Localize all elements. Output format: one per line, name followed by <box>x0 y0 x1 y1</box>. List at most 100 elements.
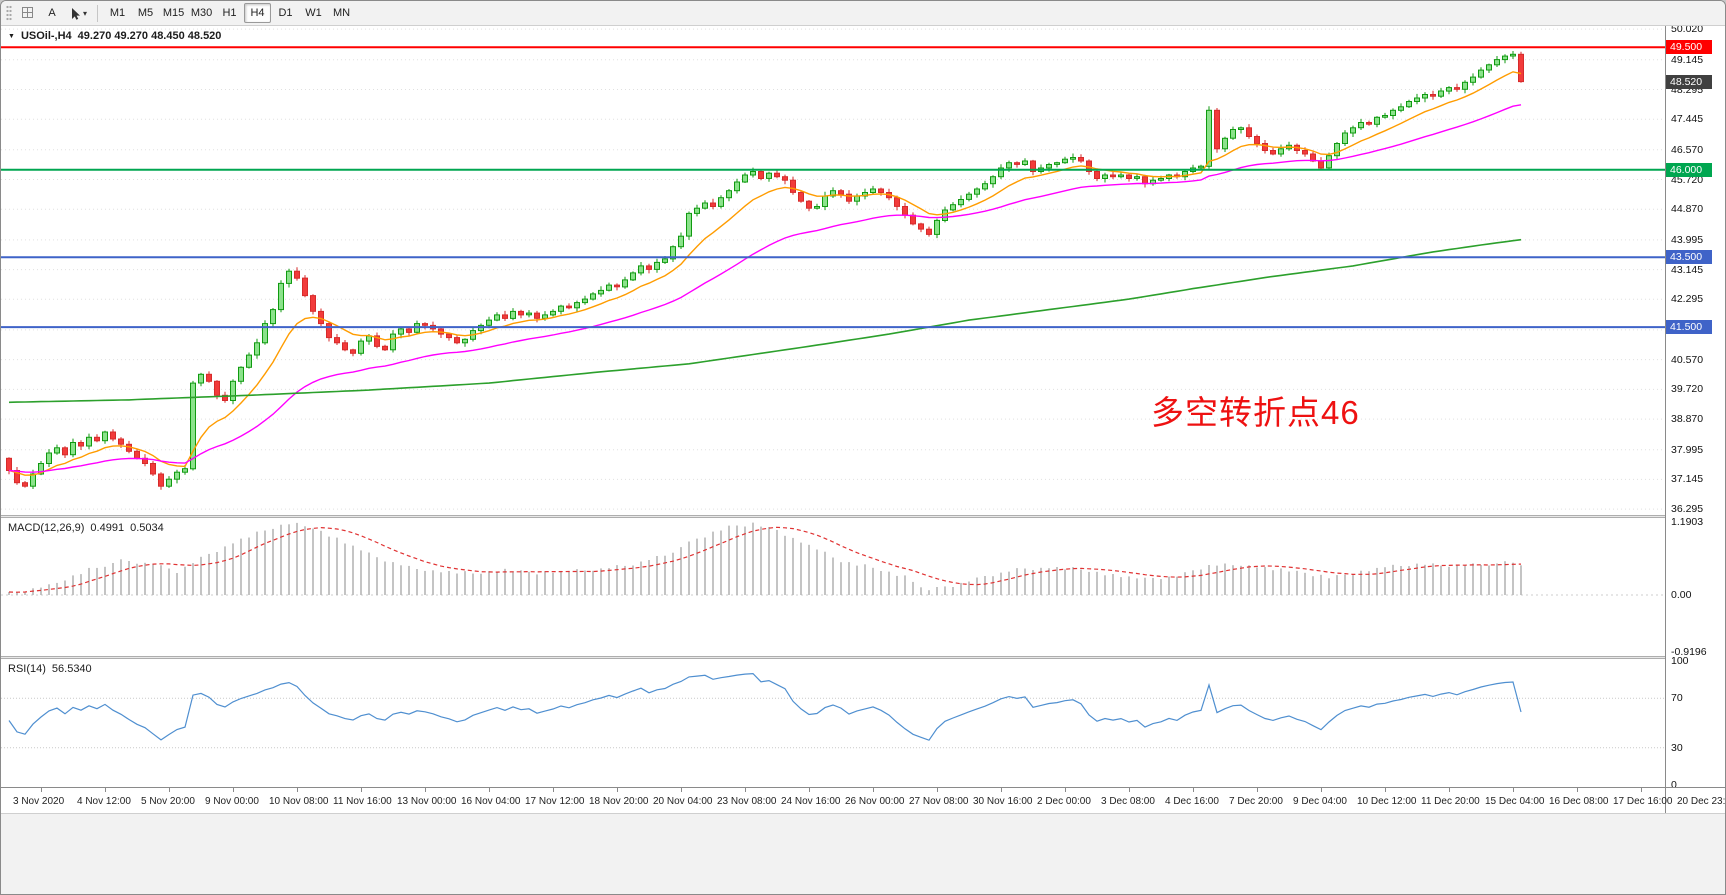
current-price-tag: 48.520 <box>1666 74 1712 89</box>
price-tag-49.500: 49.500 <box>1666 40 1712 55</box>
cursor-tool-button[interactable]: ▾ <box>65 3 91 23</box>
macd-label: MACD(12,26,9) <box>8 522 85 534</box>
price-axis-label: 0 <box>1671 779 1677 791</box>
price-axis-label: 39.720 <box>1671 383 1704 396</box>
price-axis-label: 43.995 <box>1671 233 1704 246</box>
main-chart-panel[interactable]: ▼ USOil-,H4 49.270 49.270 48.450 48.520 … <box>1 26 1665 515</box>
price-axis-label: 49.145 <box>1671 53 1704 66</box>
time-axis-tick <box>361 788 362 792</box>
time-axis-label: 3 Dec 08:00 <box>1101 796 1155 807</box>
time-axis-label: 10 Dec 12:00 <box>1357 796 1417 807</box>
chart-annotation-text[interactable]: 多空转折点46 <box>1151 394 1360 431</box>
time-axis-tick <box>809 788 810 792</box>
price-axis-label: 1.1903 <box>1671 515 1704 528</box>
price-axis-label: 50.020 <box>1671 23 1704 36</box>
timeframe-button-m5[interactable]: M5 <box>137 7 154 19</box>
rsi-panel[interactable]: RSI(14) 56.5340 <box>1 659 1665 787</box>
time-axis-tick <box>1257 788 1258 792</box>
price-axis[interactable]: 50.020 49.145 48.295 47.445 46.570 45.720 44.8… <box>1665 23 1725 813</box>
time-axis-tick <box>489 788 490 792</box>
time-axis-tick <box>937 788 938 792</box>
ohlc-values: 49.270 49.270 48.450 48.520 <box>77 30 222 42</box>
timeframe-button-m1[interactable]: M1 <box>109 7 126 19</box>
toolbar: A ▾ M1 M5 M15 M30 H1 H4 D1 W1 MN <box>1 1 1725 26</box>
time-axis-label: 16 Nov 04:00 <box>461 796 521 807</box>
time-axis-label: 5 Nov 20:00 <box>141 796 195 807</box>
time-axis-tick <box>233 788 234 792</box>
timeframe-button-w1[interactable]: W1 <box>305 7 322 19</box>
price-tag-41.500: 41.500 <box>1666 320 1712 335</box>
time-axis-tick <box>1385 788 1386 792</box>
macd-value-1: 0.4991 <box>90 522 125 534</box>
chevron-down-icon: ▾ <box>83 8 88 18</box>
time-axis-tick <box>41 788 42 792</box>
time-axis-label: 9 Dec 04:00 <box>1293 796 1347 807</box>
price-axis-label: -0.9196 <box>1671 645 1707 658</box>
price-axis-label: 43.145 <box>1671 263 1704 276</box>
panel-separator[interactable] <box>1 656 1725 659</box>
timeframe-button-h4[interactable]: H4 <box>244 3 272 23</box>
time-axis-label: 15 Dec 04:00 <box>1485 796 1545 807</box>
price-axis-label: 30 <box>1671 741 1683 754</box>
rsi-canvas[interactable] <box>1 659 1665 787</box>
macd-value-2: 0.5034 <box>130 522 164 534</box>
macd-title: MACD(12,26,9) 0.4991 0.5034 <box>8 522 164 534</box>
price-axis-label: 47.445 <box>1671 113 1704 126</box>
time-axis-label: 10 Nov 08:00 <box>269 796 329 807</box>
grid-icon <box>22 7 33 18</box>
time-axis[interactable]: 3 Nov 2020 4 Nov 12:00 5 Nov 20:00 9 Nov 00… <box>1 787 1725 813</box>
price-axis-label: 36.295 <box>1671 503 1704 516</box>
time-axis-label: 17 Nov 12:00 <box>525 796 585 807</box>
time-axis-tick <box>745 788 746 792</box>
time-axis-label: 11 Dec 20:00 <box>1421 796 1480 807</box>
timeframe-button-d1[interactable]: D1 <box>278 7 293 19</box>
price-axis-label: 70 <box>1671 692 1683 705</box>
time-axis-label: 17 Dec 16:00 <box>1613 796 1673 807</box>
time-axis-tick <box>553 788 554 792</box>
price-tag-46.000: 46.000 <box>1666 162 1712 177</box>
time-axis-tick <box>1001 788 1002 792</box>
price-axis-label: 37.145 <box>1671 473 1704 486</box>
time-axis-tick <box>1193 788 1194 792</box>
price-tag-43.500: 43.500 <box>1666 250 1712 265</box>
time-axis-tick <box>105 788 106 792</box>
timeframe-button-m15[interactable]: M15 <box>162 7 185 19</box>
rsi-title: RSI(14) 56.5340 <box>8 663 92 675</box>
rsi-label: RSI(14) <box>8 663 46 675</box>
time-axis-tick <box>1321 788 1322 792</box>
symbol-period-label: USOil-,H4 <box>20 30 72 42</box>
time-axis-label: 26 Nov 00:00 <box>845 796 905 807</box>
time-axis-label: 4 Dec 16:00 <box>1165 796 1219 807</box>
main-chart-canvas[interactable] <box>1 26 1665 515</box>
cursor-icon <box>72 7 80 20</box>
price-axis-label: 44.870 <box>1671 203 1704 216</box>
time-axis-label: 4 Nov 12:00 <box>77 796 131 807</box>
symbol-dropdown-icon[interactable]: ▼ <box>8 33 15 40</box>
time-axis-tick <box>617 788 618 792</box>
chart-title: ▼ USOil-,H4 49.270 49.270 48.450 48.520 <box>8 30 221 42</box>
price-axis-label: 42.295 <box>1671 293 1704 306</box>
time-axis-tick <box>681 788 682 792</box>
macd-canvas[interactable] <box>1 518 1665 656</box>
timeframe-toolbar: M1 M5 M15 M30 H1 H4 D1 W1 MN <box>104 3 355 23</box>
toolbar-separator <box>97 4 99 22</box>
time-axis-label: 27 Nov 08:00 <box>909 796 969 807</box>
time-axis-tick <box>297 788 298 792</box>
price-axis-label: 38.870 <box>1671 413 1704 426</box>
timeframe-button-mn[interactable]: MN <box>332 7 351 19</box>
time-axis-label: 7 Dec 20:00 <box>1229 796 1283 807</box>
price-axis-label: 100 <box>1671 655 1689 667</box>
price-axis-label: 40.570 <box>1671 353 1704 366</box>
time-axis-label: 18 Nov 20:00 <box>589 796 649 807</box>
macd-panel[interactable]: MACD(12,26,9) 0.4991 0.5034 <box>1 518 1665 656</box>
timeframe-button-h1[interactable]: H1 <box>222 7 237 19</box>
panel-separator[interactable] <box>1 515 1725 518</box>
toolbar-grip[interactable] <box>6 5 12 21</box>
text-annotation-button[interactable]: A <box>41 3 63 23</box>
time-axis-tick <box>1449 788 1450 792</box>
price-axis-label: 0.00 <box>1671 589 1692 601</box>
time-axis-tick <box>1065 788 1066 792</box>
windows-grid-button[interactable] <box>17 3 39 23</box>
time-axis-label: 13 Nov 00:00 <box>397 796 457 807</box>
timeframe-button-m30[interactable]: M30 <box>190 7 213 19</box>
